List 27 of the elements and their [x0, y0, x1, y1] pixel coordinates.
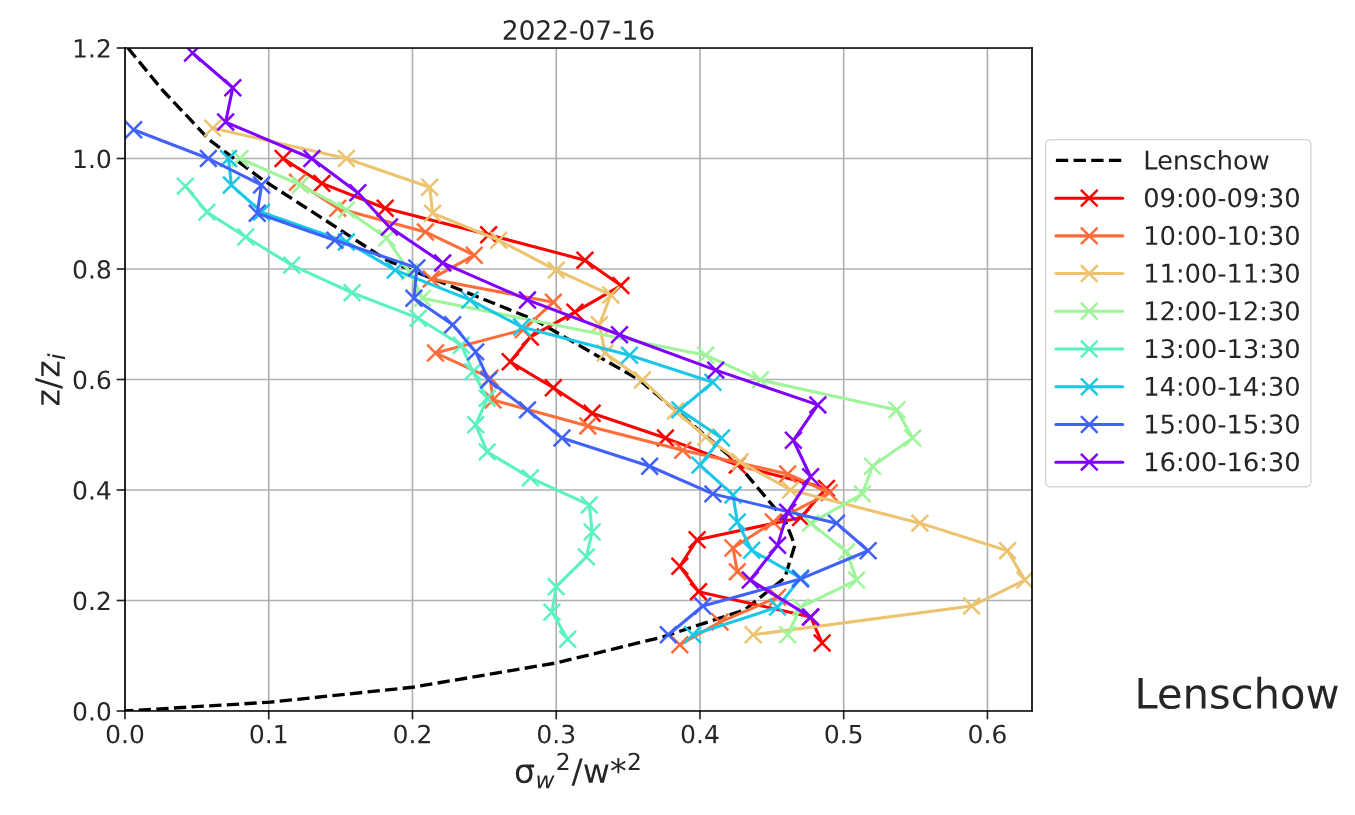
text: Lenschow	[1138, 676, 1338, 710]
y-axis-title: z/z$_{i}$	[35, 353, 65, 406]
legend-label: 12:00-12:30	[1146, 301, 1299, 321]
y-tick-label: 1.0	[74, 149, 111, 169]
chart-title: 2022-07-16	[503, 20, 654, 41]
x-tick-label: 0.0	[106, 724, 144, 744]
y-tick-label: 0.8	[73, 259, 111, 279]
x-tick-label: 0.5	[825, 724, 862, 744]
y-tick-label: 0.4	[73, 480, 111, 500]
legend-label: 10:00-10:30	[1146, 225, 1299, 246]
y-tick-label: 1.2	[74, 38, 110, 58]
x-axis-title: σ$_{w}$$^{2}$/w*$^{2}$	[515, 752, 640, 789]
x-tick-label: 0.6	[969, 724, 1006, 744]
legend-label: 09:00-09:30	[1144, 188, 1299, 208]
legend-label: 15:00-15:30	[1146, 414, 1299, 434]
y-tick-label: 0.6	[73, 370, 111, 390]
x-tick-label: 0.1	[250, 724, 287, 744]
x-tick-label: 0.3	[537, 724, 575, 744]
legend-label: 11:00-11:30	[1146, 263, 1299, 283]
legend-label: 14:00-14:30	[1146, 376, 1299, 397]
x-tick-label: 0.4	[681, 724, 719, 744]
y-tick-label: 0.0	[73, 701, 111, 721]
y-tick-label: 0.2	[73, 591, 110, 611]
x-tick-label: 0.2	[394, 724, 430, 744]
legend-label: 16:00-16:30	[1146, 452, 1299, 472]
legend-label: Lenschow	[1145, 149, 1269, 170]
legend-label: 13:00-13:30	[1146, 338, 1299, 359]
